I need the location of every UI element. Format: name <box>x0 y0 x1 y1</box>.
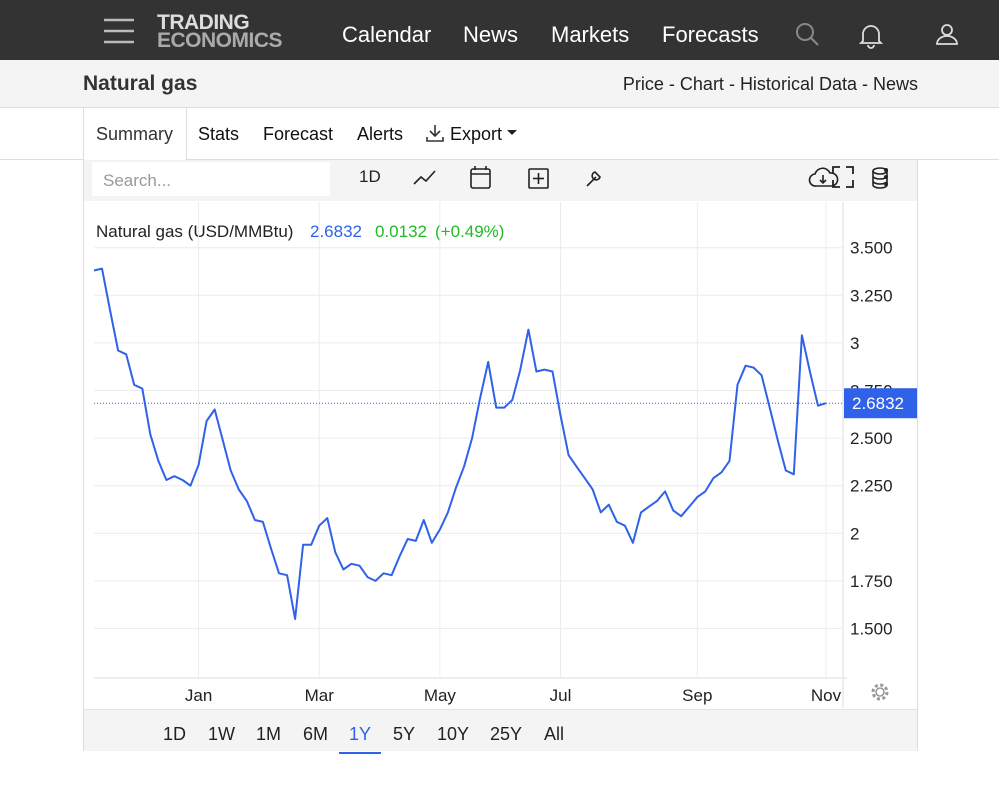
y-tick-label: 2.500 <box>850 429 893 448</box>
y-tick-label: 3.250 <box>850 286 893 305</box>
separator: - <box>668 74 675 94</box>
range-button[interactable]: 10Y <box>437 724 470 744</box>
nav-link[interactable]: News <box>463 22 519 47</box>
search-icon[interactable] <box>795 22 821 48</box>
tab[interactable]: Alerts <box>357 124 404 144</box>
separator: - <box>728 74 735 94</box>
nav-link[interactable]: Markets <box>551 22 630 47</box>
chart-toolbar: Search... 1D <box>84 160 917 201</box>
x-tick-label: Sep <box>682 686 712 705</box>
range-button[interactable]: 1D <box>163 724 187 744</box>
chart: Natural gas (USD/MMBtu) 2.6832 0.0132 (+… <box>93 202 917 708</box>
tab[interactable]: Forecast <box>263 124 334 144</box>
divider <box>186 159 999 160</box>
change-percent: (+0.49%) <box>435 222 504 241</box>
y-tick-label: 3.500 <box>850 239 893 258</box>
page-header: Natural gas Price - Chart - Historical Data -… <box>0 60 999 108</box>
wrench-icon[interactable] <box>586 171 601 187</box>
active-tab <box>83 108 187 160</box>
range-button[interactable]: 5Y <box>393 724 416 744</box>
logo-line: TRADING <box>157 11 250 34</box>
tab[interactable]: Summary <box>96 124 174 144</box>
separator: - <box>861 74 868 94</box>
toolbar-icons <box>413 166 888 189</box>
header-link[interactable]: Historical Data <box>739 74 857 94</box>
header-link[interactable]: News <box>872 74 918 94</box>
x-tick-label: Mar <box>305 686 335 705</box>
last-price-badge <box>844 388 917 419</box>
range-button[interactable]: 1Y <box>339 724 382 754</box>
interval-button[interactable]: 1D <box>359 167 381 186</box>
fullscreen-icon[interactable] <box>832 166 862 194</box>
page-title: Natural gas <box>83 72 198 95</box>
nav-link[interactable]: Calendar <box>342 22 432 47</box>
x-tick-label: Nov <box>811 686 842 705</box>
user-icon[interactable] <box>935 23 959 47</box>
tab[interactable]: Export <box>450 124 503 144</box>
x-tick-label: Jan <box>185 686 212 705</box>
menu-icon[interactable] <box>103 18 135 44</box>
range-button[interactable]: All <box>544 724 565 744</box>
header-link[interactable]: Price <box>622 74 664 94</box>
range-bar: 1D 1W 1M 6M 1Y 5Y 10Y 25Y All <box>84 709 917 754</box>
search-input[interactable]: Search... <box>92 162 330 196</box>
logo[interactable]: TRADING ECONOMICS <box>157 11 283 52</box>
y-tick-label: 2.250 <box>850 477 893 496</box>
y-tick-label: 3 <box>850 334 859 353</box>
dropdown-caret <box>507 130 517 135</box>
divider <box>0 159 84 160</box>
download-cloud-icon[interactable] <box>808 167 839 187</box>
price-line <box>93 267 827 620</box>
range-button[interactable]: 1W <box>208 724 235 744</box>
add-icon[interactable] <box>528 168 549 189</box>
x-tick-label: May <box>424 686 457 705</box>
range-button[interactable]: 1M <box>256 724 282 744</box>
last-price-label: 2.6832 <box>852 394 904 413</box>
range-button[interactable]: 6M <box>303 724 329 744</box>
bell-icon[interactable] <box>859 23 883 49</box>
more-icon[interactable] <box>882 166 892 194</box>
download-icon <box>426 125 444 142</box>
price: 2.6832 <box>310 222 362 241</box>
header-links: Price - Chart - Historical Data - News <box>623 74 918 95</box>
header-link[interactable]: Chart <box>679 74 724 94</box>
y-tick-label: 1.500 <box>850 619 893 638</box>
y-tick-label: 2 <box>850 524 859 543</box>
top-nav: TRADING ECONOMICS Calendar News Markets F… <box>0 0 999 60</box>
nav-link[interactable]: Forecasts <box>662 22 759 47</box>
calendar-icon[interactable] <box>470 166 491 189</box>
logo-line: ECONOMICS <box>157 29 283 52</box>
range-button[interactable]: 25Y <box>490 724 523 744</box>
x-tick-label: Jul <box>550 686 572 705</box>
change: 0.0132 <box>375 222 427 241</box>
chart-title: Natural gas (USD/MMBtu) <box>96 222 293 241</box>
tab[interactable]: Stats <box>198 124 240 144</box>
line-icon[interactable] <box>413 170 436 185</box>
y-tick-label: 1.750 <box>850 572 893 591</box>
settings-icon[interactable] <box>871 683 889 701</box>
